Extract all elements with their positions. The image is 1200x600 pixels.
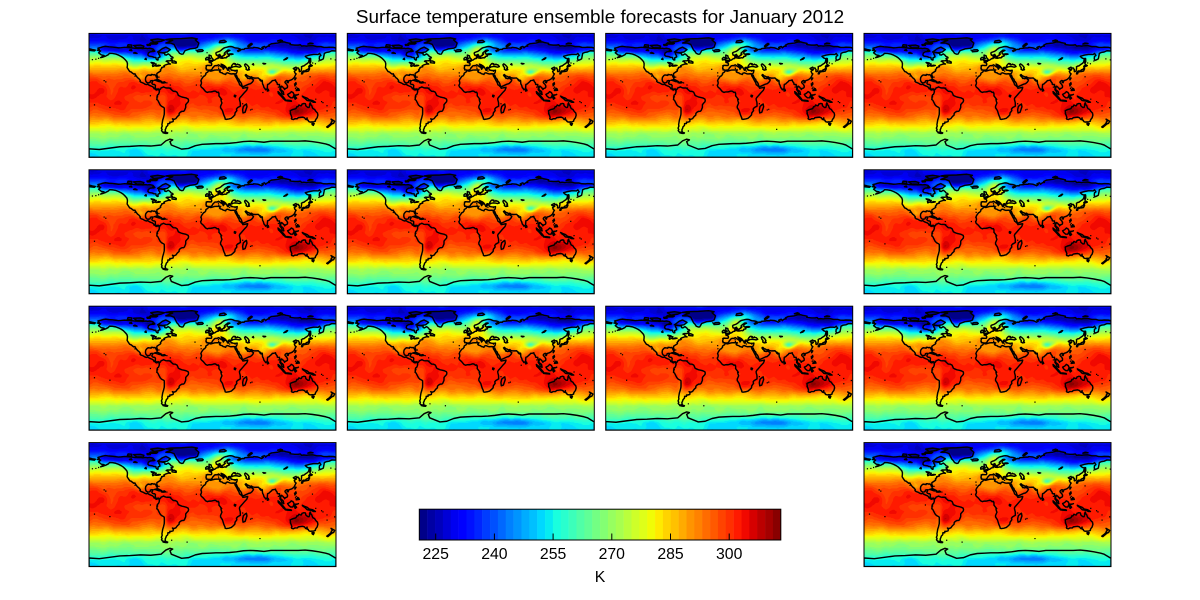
svg-text:Surface temperature ensemble f: Surface temperature ensemble forecasts f… — [356, 7, 844, 28]
svg-text:300: 300 — [716, 546, 743, 563]
svg-text:255: 255 — [540, 546, 567, 563]
svg-text:K: K — [595, 569, 606, 586]
svg-text:285: 285 — [657, 546, 684, 563]
svg-text:225: 225 — [423, 546, 450, 563]
svg-text:240: 240 — [481, 546, 508, 563]
svg-text:270: 270 — [599, 546, 626, 563]
